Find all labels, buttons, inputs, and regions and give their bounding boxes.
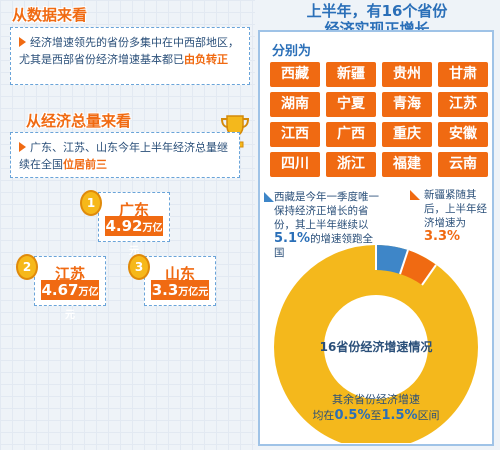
info-highlight-1: 由负转正 — [184, 53, 228, 66]
medal-icon-2: 2 — [16, 254, 38, 280]
info-box-1: 经济增速领先的省份多集中在中西部地区，尤其是西部省份经济增速基本都已由负转正 — [10, 27, 250, 85]
range-mid: 至 — [370, 409, 382, 422]
province-tag: 甘肃 — [438, 62, 488, 87]
range-low: 0.5% — [334, 408, 371, 423]
province-tag: 四川 — [270, 152, 320, 177]
province-tag: 新疆 — [326, 62, 376, 87]
rank-card-1: 广东 4.92万亿元 — [98, 192, 170, 257]
rank-value: 4.67 — [41, 281, 79, 299]
section-title-total: 从经济总量来看 — [26, 112, 132, 130]
note-xinjiang-text: 新疆紧随其后，上半年经济增速为 — [424, 189, 487, 229]
rank-province: 山东 — [164, 265, 195, 283]
note-xinjiang-value: 3.3% — [424, 229, 461, 244]
province-tag: 云南 — [438, 152, 488, 177]
note-xinjiang: 新疆紧随其后，上半年经济增速为3.3% — [424, 188, 488, 244]
section-title-data: 从数据来看 — [12, 6, 88, 24]
province-tag: 江西 — [270, 122, 320, 147]
province-tag: 宁夏 — [326, 92, 376, 117]
province-tag: 贵州 — [382, 62, 432, 87]
rank-value-box: 4.67万亿元 — [41, 280, 99, 321]
arrow-icon — [19, 142, 26, 152]
pointer-icon-orange — [410, 190, 420, 200]
rank-unit: 万亿元 — [129, 223, 163, 257]
bottom-text: 其余省份经济增速 均在0.5%至1.5%区间 — [260, 392, 492, 424]
province-tag: 湖南 — [270, 92, 320, 117]
range-prefix: 均在 — [312, 409, 335, 422]
province-tag: 广西 — [326, 122, 376, 147]
rank-value-box: 3.3万亿元 — [151, 280, 209, 300]
note-xizang: 西藏是今年一季度唯一保持经济正增长的省份，其上半年继续以5.1%的增速领跑全国 — [274, 190, 382, 260]
note-xizang-value: 5.1% — [274, 231, 311, 246]
arrow-icon — [19, 37, 26, 47]
note-xizang-tail: 的增速领跑全国 — [274, 233, 374, 259]
province-tag: 西藏 — [270, 62, 320, 87]
rank-value-box: 4.92万亿元 — [105, 216, 163, 257]
rank-card-3: 山东 3.3万亿元 — [144, 256, 216, 306]
rank-province: 江苏 — [54, 265, 85, 283]
province-tag: 重庆 — [382, 122, 432, 147]
province-tag: 安徽 — [438, 122, 488, 147]
note-xizang-text: 西藏是今年一季度唯一保持经济正增长的省份，其上半年继续以 — [274, 191, 379, 231]
range-suffix: 区间 — [417, 409, 440, 422]
info-text-1: 经济增速领先的省份多集中在中西部地区，尤其是西部省份经济增速基本都已 — [19, 36, 239, 66]
province-tag: 福建 — [382, 152, 432, 177]
subtitle: 分别为 — [272, 44, 312, 59]
province-tag: 江苏 — [438, 92, 488, 117]
info-text-2: 广东、江苏、山东今年上半年经济总量继续在全国 — [19, 141, 228, 171]
pointer-icon-blue — [264, 192, 274, 202]
medal-icon-3: 3 — [128, 254, 150, 280]
bottom-text-line-1: 其余省份经济增速 — [332, 393, 420, 406]
donut-chart — [274, 244, 478, 443]
rank-unit: 万亿元 — [65, 287, 99, 321]
range-high: 1.5% — [381, 408, 418, 423]
bottom-text-line-2: 均在0.5%至1.5%区间 — [260, 408, 492, 424]
medal-icon-1: 1 — [80, 190, 102, 216]
province-tag: 青海 — [382, 92, 432, 117]
rank-province: 广东 — [118, 201, 149, 219]
info-box-2: 广东、江苏、山东今年上半年经济总量继续在全国位居前三 — [10, 132, 240, 178]
right-panel: 分别为 西藏 新疆 贵州 甘肃湖南 宁夏 青海 江苏江西 广西 重庆 安徽四川 浙江 福建 云南 西藏是… — [258, 30, 494, 446]
province-tag: 浙江 — [326, 152, 376, 177]
rank-value: 3.3 — [151, 281, 179, 299]
rank-value: 4.92 — [105, 217, 143, 235]
donut-slice-xizang — [376, 244, 408, 274]
title-line-1: 上半年，有16个省份 — [306, 2, 448, 20]
rank-card-2: 江苏 4.67万亿元 — [34, 256, 106, 321]
info-highlight-2: 位居前三 — [63, 158, 107, 171]
donut-label: 16省份经济增速情况 — [319, 340, 433, 354]
rank-unit: 万亿元 — [178, 287, 209, 298]
